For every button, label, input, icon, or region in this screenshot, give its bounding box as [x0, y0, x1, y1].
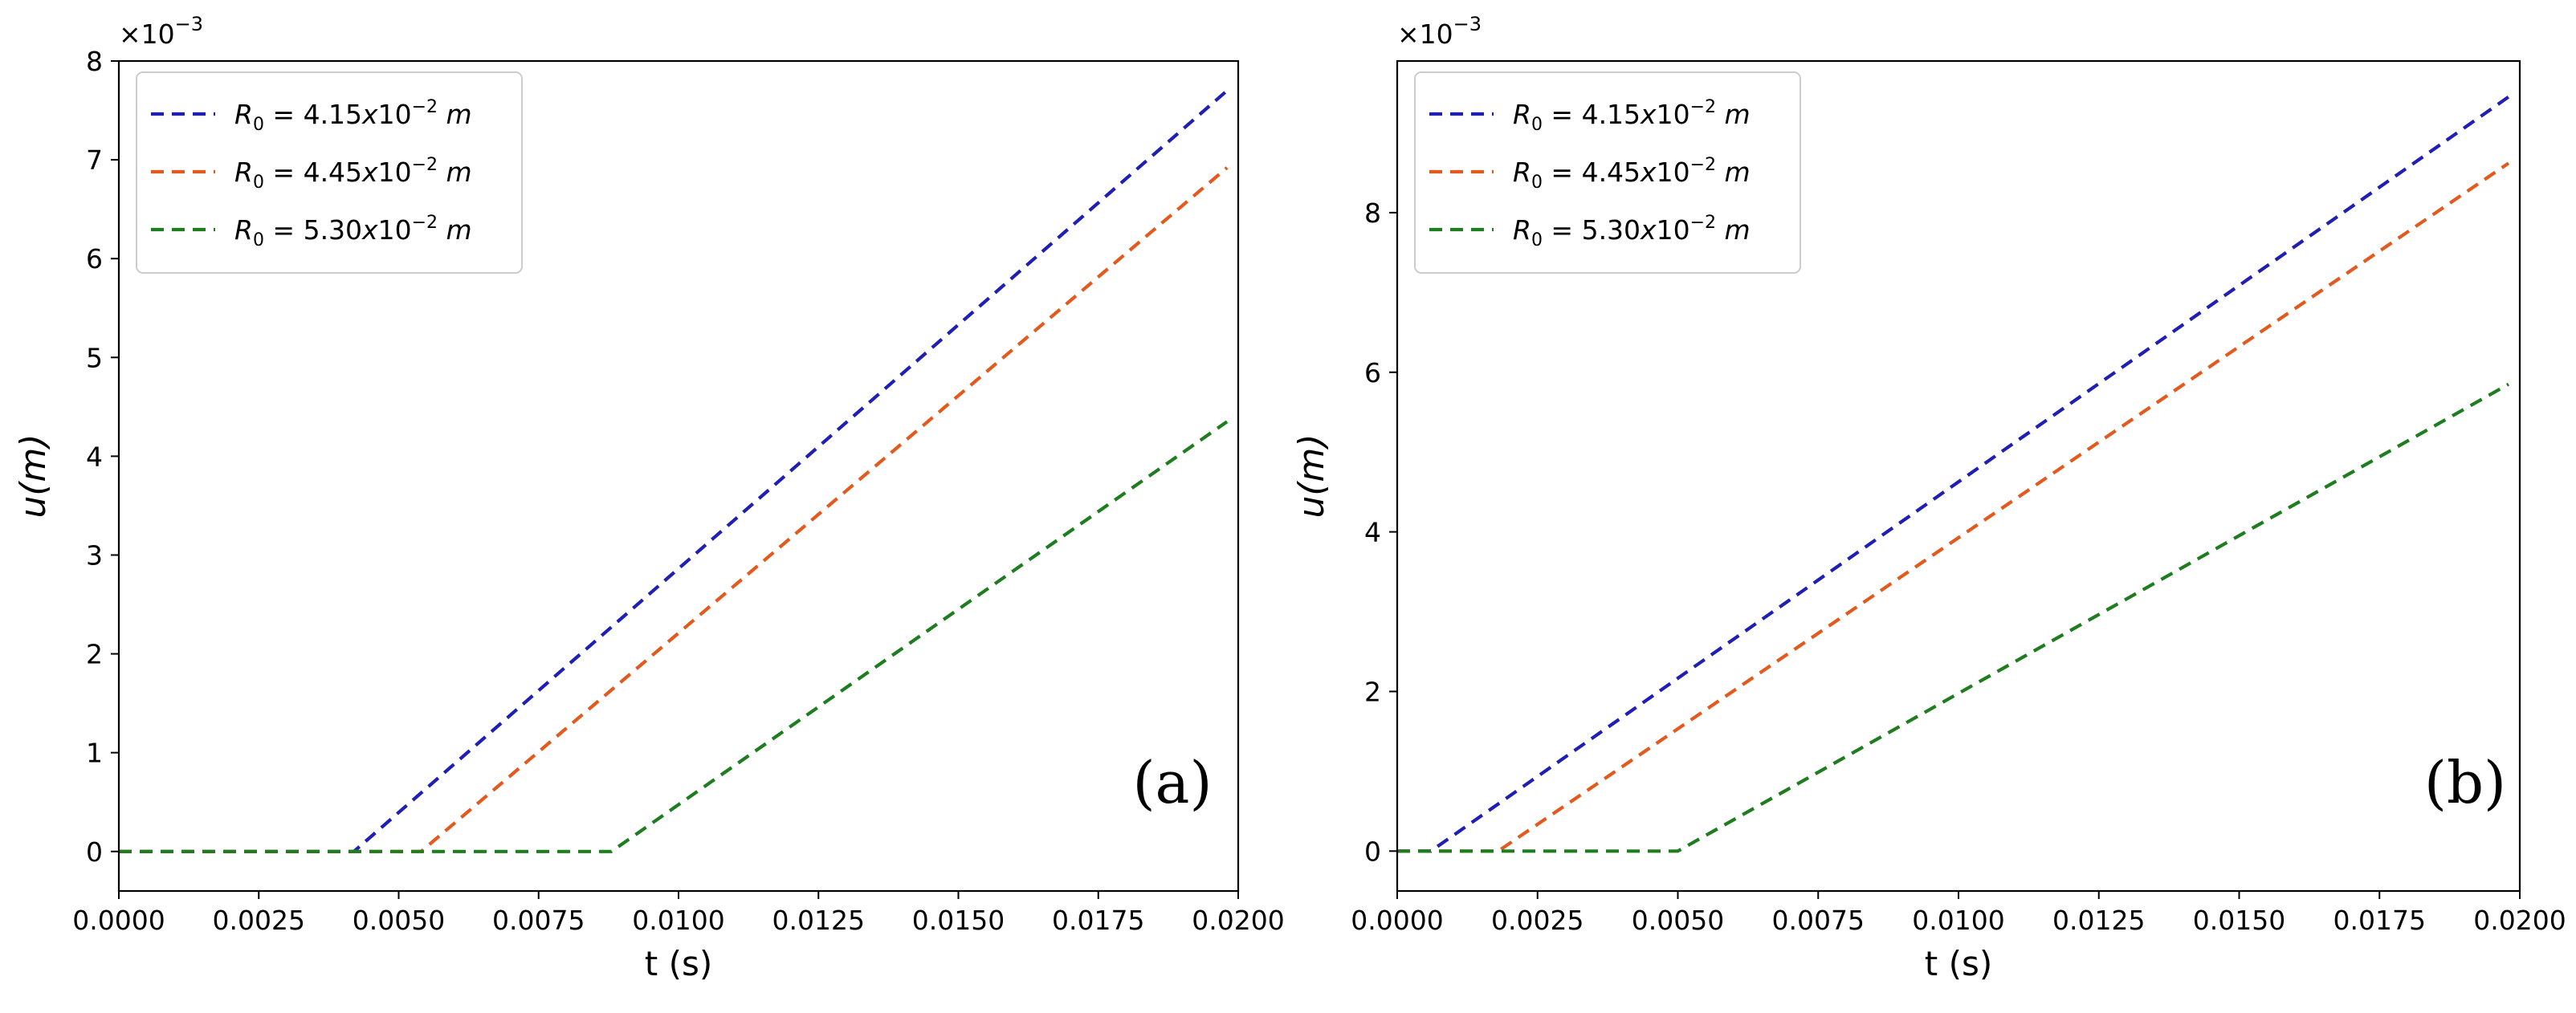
- y-tick-label: 2: [86, 639, 103, 670]
- series-line-3: [119, 420, 1229, 853]
- series-line-3: [1397, 382, 2510, 853]
- legend-ten: 10: [378, 214, 412, 246]
- x-axis-label: t (s): [645, 944, 712, 983]
- x-axis-label: t (s): [1925, 944, 1992, 983]
- legend-x: x: [1640, 99, 1657, 130]
- legend-subscript: 0: [1531, 173, 1543, 193]
- x-tick-label: 0.0125: [2052, 905, 2145, 936]
- legend-ten: 10: [378, 99, 412, 130]
- legend-subscript: 0: [253, 230, 264, 250]
- legend-subscript: 0: [253, 173, 264, 193]
- x-tick-label: 0.0200: [1192, 905, 1284, 936]
- legend-x: x: [361, 99, 378, 130]
- chart-b: 0.0000 0.0025 0.0050 0.0075 0.0100 0.0125 0.01…: [1291, 13, 2566, 983]
- x-tick-label: 0.0050: [353, 905, 445, 936]
- legend-ten: 10: [1657, 214, 1690, 246]
- y-tick-label: 1: [86, 738, 103, 769]
- legend-unit: m: [438, 157, 472, 188]
- legend-unit: m: [1716, 99, 1751, 130]
- legend-box: [1414, 71, 1801, 274]
- y-multiplier: ×10−3: [1397, 13, 1482, 50]
- legend-value: = 5.30: [264, 214, 362, 246]
- y-tick-label: 8: [86, 46, 103, 77]
- y-axis-label: u(m): [13, 433, 54, 518]
- legend-unit: m: [438, 214, 472, 246]
- legend-exponent: −2: [1690, 155, 1716, 175]
- legend-exponent: −2: [412, 97, 438, 117]
- panel-label: (a): [1132, 749, 1212, 816]
- x-tick-label: 0.0075: [492, 905, 585, 936]
- x-tick-label: 0.0200: [2473, 905, 2566, 936]
- legend-label-1: R0 = 4.15x10−2 m: [234, 97, 472, 135]
- legend-r: R: [1513, 157, 1531, 188]
- legend-exponent: −2: [1690, 97, 1716, 117]
- y-multiplier-base: ×10: [1397, 18, 1453, 50]
- y-multiplier-exponent: −3: [175, 13, 203, 35]
- legend-value: = 4.15: [1543, 99, 1641, 130]
- legend-value: = 4.45: [1543, 157, 1641, 188]
- chart-a: 0.0000 0.0025 0.0050 0.0075 0.0100 0.0125 0.01…: [13, 13, 1285, 983]
- x-tick-label: 0.0050: [1632, 905, 1724, 936]
- panel-label: (b): [2424, 749, 2506, 816]
- legend-exponent: −2: [412, 155, 438, 175]
- y-multiplier-exponent: −3: [1453, 13, 1482, 35]
- legend-x: x: [361, 157, 378, 188]
- y-tick-label: 4: [86, 441, 103, 472]
- x-tick-label: 0.0000: [72, 905, 165, 936]
- y-tick-label: 4: [1364, 517, 1381, 548]
- y-axis-label: u(m): [1291, 433, 1332, 518]
- y-tick-label: 5: [86, 342, 103, 373]
- y-tick-label: 7: [86, 144, 103, 176]
- legend-subscript: 0: [1531, 115, 1543, 135]
- legend-label-3: R0 = 5.30x10−2 m: [234, 213, 472, 250]
- legend-box: [136, 71, 523, 274]
- legend-label-2: R0 = 4.45x10−2 m: [1513, 155, 1751, 193]
- legend-label-1: R0 = 4.15x10−2 m: [1513, 97, 1751, 135]
- legend-label-2: R0 = 4.45x10−2 m: [234, 155, 472, 193]
- legend-subscript: 0: [253, 115, 264, 135]
- x-tick-label: 0.0000: [1351, 905, 1443, 936]
- legend-x: x: [1640, 214, 1657, 246]
- x-tick-label: 0.0025: [1491, 905, 1584, 936]
- legend-r: R: [1513, 214, 1531, 246]
- y-tick-label: 8: [1364, 197, 1381, 229]
- legend-unit: m: [438, 99, 472, 130]
- y-tick-label: 6: [1364, 357, 1381, 389]
- x-tick-label: 0.0100: [1912, 905, 2004, 936]
- y-tick-label: 0: [1364, 836, 1381, 867]
- y-tick-label: 0: [86, 836, 103, 868]
- y-tick-label: 3: [86, 539, 103, 571]
- legend-r: R: [234, 99, 253, 130]
- x-tick-label: 0.0075: [1772, 905, 1865, 936]
- legend-value: = 5.30: [1543, 214, 1641, 246]
- legend-ten: 10: [1657, 157, 1690, 188]
- legend-unit: m: [1716, 214, 1751, 246]
- y-tick-label: 6: [86, 243, 103, 275]
- x-tick-label: 0.0025: [213, 905, 305, 936]
- legend-ten: 10: [378, 157, 412, 188]
- legend-exponent: −2: [1690, 213, 1716, 233]
- y-multiplier-base: ×10: [119, 18, 175, 50]
- x-tick-label: 0.0175: [2333, 905, 2426, 936]
- legend-exponent: −2: [412, 213, 438, 233]
- x-tick-label: 0.0175: [1052, 905, 1144, 936]
- legend-subscript: 0: [1531, 230, 1543, 250]
- legend-x: x: [361, 214, 378, 246]
- x-tick-label: 0.0150: [912, 905, 1005, 936]
- legend-ten: 10: [1657, 99, 1690, 130]
- legend-unit: m: [1716, 157, 1751, 188]
- x-tick-label: 0.0125: [772, 905, 865, 936]
- x-tick-label: 0.0100: [632, 905, 724, 936]
- x-tick-label: 0.0150: [2193, 905, 2285, 936]
- legend-value: = 4.15: [264, 99, 362, 130]
- legend-r: R: [234, 157, 253, 188]
- legend-label-3: R0 = 5.30x10−2 m: [1513, 213, 1751, 250]
- legend-x: x: [1640, 157, 1657, 188]
- legend-r: R: [1513, 99, 1531, 130]
- y-tick-label: 2: [1364, 676, 1381, 707]
- legend-r: R: [234, 214, 253, 246]
- legend-value: = 4.45: [264, 157, 362, 188]
- y-multiplier: ×10−3: [119, 13, 203, 50]
